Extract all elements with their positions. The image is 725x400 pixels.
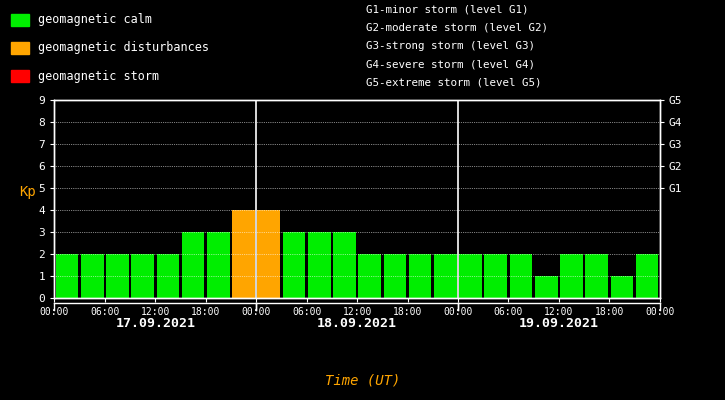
Bar xyxy=(56,254,78,298)
Text: G1-minor storm (level G1): G1-minor storm (level G1) xyxy=(366,4,529,14)
Text: Time (UT): Time (UT) xyxy=(325,374,400,388)
Bar xyxy=(182,232,204,298)
Bar xyxy=(459,254,482,298)
Bar xyxy=(232,210,255,298)
Text: geomagnetic storm: geomagnetic storm xyxy=(38,70,159,83)
Bar xyxy=(384,254,406,298)
Bar xyxy=(510,254,532,298)
Bar xyxy=(11,42,30,54)
Bar xyxy=(106,254,129,298)
Text: G5-extreme storm (level G5): G5-extreme storm (level G5) xyxy=(366,78,542,88)
Bar xyxy=(636,254,658,298)
Bar xyxy=(434,254,457,298)
Bar xyxy=(585,254,608,298)
Bar xyxy=(207,232,230,298)
Text: geomagnetic calm: geomagnetic calm xyxy=(38,13,152,26)
Bar xyxy=(484,254,507,298)
Bar xyxy=(308,232,331,298)
Bar xyxy=(283,232,305,298)
Text: 18.09.2021: 18.09.2021 xyxy=(317,317,397,330)
Bar xyxy=(535,276,558,298)
Text: G3-strong storm (level G3): G3-strong storm (level G3) xyxy=(366,41,535,51)
Y-axis label: Kp: Kp xyxy=(19,185,36,199)
Text: 17.09.2021: 17.09.2021 xyxy=(115,317,195,330)
Bar xyxy=(409,254,431,298)
Text: 19.09.2021: 19.09.2021 xyxy=(519,317,599,330)
Text: G2-moderate storm (level G2): G2-moderate storm (level G2) xyxy=(366,22,548,32)
Bar xyxy=(157,254,179,298)
Bar xyxy=(257,210,280,298)
Bar xyxy=(560,254,583,298)
Bar xyxy=(358,254,381,298)
Bar xyxy=(11,14,30,26)
Bar xyxy=(610,276,633,298)
Text: G4-severe storm (level G4): G4-severe storm (level G4) xyxy=(366,60,535,70)
Bar xyxy=(131,254,154,298)
Bar xyxy=(81,254,104,298)
Bar xyxy=(333,232,356,298)
Bar xyxy=(11,70,30,82)
Text: geomagnetic disturbances: geomagnetic disturbances xyxy=(38,42,209,54)
